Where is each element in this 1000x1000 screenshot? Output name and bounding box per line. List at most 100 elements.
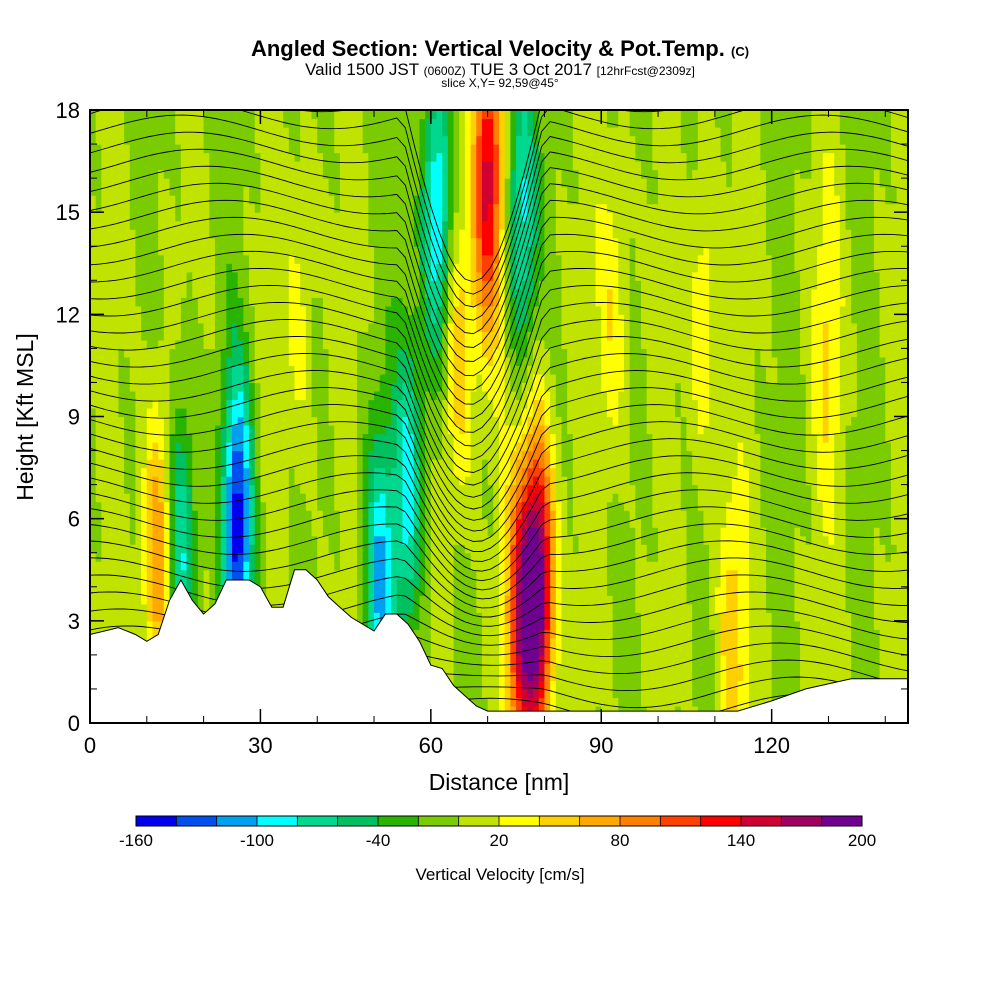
velocity-cell bbox=[271, 339, 279, 349]
velocity-cell bbox=[419, 127, 426, 137]
velocity-cell bbox=[368, 246, 375, 256]
velocity-cell bbox=[476, 407, 483, 418]
velocity-cell bbox=[90, 195, 97, 205]
velocity-cell bbox=[391, 331, 398, 341]
velocity-cell bbox=[356, 518, 364, 528]
velocity-cell bbox=[141, 518, 148, 528]
velocity-cell bbox=[277, 280, 284, 290]
velocity-cell bbox=[368, 212, 375, 222]
velocity-cell bbox=[317, 544, 324, 554]
velocity-cell bbox=[470, 510, 477, 520]
velocity-cell bbox=[226, 118, 233, 128]
velocity-cell bbox=[294, 254, 301, 264]
velocity-cell bbox=[317, 433, 324, 443]
velocity-cell bbox=[385, 552, 392, 562]
velocity-cell bbox=[237, 527, 244, 537]
velocity-cell bbox=[277, 442, 284, 452]
velocity-cell bbox=[152, 518, 159, 528]
velocity-cell bbox=[391, 476, 398, 486]
velocity-cell bbox=[470, 484, 477, 494]
velocity-cell bbox=[118, 620, 125, 630]
velocity-cell bbox=[317, 127, 324, 137]
velocity-cell bbox=[260, 467, 267, 477]
velocity-cell bbox=[237, 288, 244, 298]
velocity-cell bbox=[260, 297, 267, 307]
velocity-cell bbox=[158, 288, 165, 298]
velocity-cell bbox=[447, 135, 455, 145]
velocity-cell bbox=[391, 161, 398, 171]
velocity-cell bbox=[419, 399, 426, 409]
velocity-cell bbox=[101, 314, 108, 324]
velocity-cell bbox=[288, 152, 296, 162]
velocity-cell bbox=[237, 229, 244, 239]
velocity-cell bbox=[464, 195, 472, 205]
velocity-cell bbox=[311, 569, 318, 579]
velocity-cell bbox=[107, 118, 114, 128]
velocity-cell bbox=[220, 578, 227, 588]
velocity-cell bbox=[163, 331, 171, 341]
velocity-cell bbox=[277, 578, 284, 588]
velocity-cell bbox=[260, 561, 267, 571]
velocity-cell bbox=[464, 271, 472, 281]
velocity-cell bbox=[470, 390, 477, 401]
velocity-cell bbox=[379, 552, 386, 562]
velocity-cell bbox=[391, 280, 398, 290]
velocity-cell bbox=[447, 484, 455, 494]
velocity-cell bbox=[339, 220, 347, 230]
velocity-cell bbox=[203, 186, 210, 196]
velocity-cell bbox=[328, 186, 335, 196]
velocity-cell bbox=[254, 271, 262, 281]
velocity-cell bbox=[192, 365, 199, 375]
velocity-cell bbox=[226, 220, 233, 230]
velocity-cell bbox=[470, 433, 477, 443]
velocity-cell bbox=[300, 314, 307, 324]
velocity-cell bbox=[334, 382, 341, 392]
velocity-cell bbox=[464, 365, 472, 375]
velocity-cell bbox=[226, 416, 233, 426]
velocity-cell bbox=[402, 535, 409, 545]
velocity-cell bbox=[203, 322, 210, 332]
velocity-cell bbox=[135, 178, 142, 188]
velocity-cell bbox=[300, 297, 307, 307]
velocity-cell bbox=[362, 569, 369, 579]
velocity-cell bbox=[158, 586, 165, 596]
velocity-cell bbox=[305, 237, 313, 247]
velocity-cell bbox=[322, 339, 330, 349]
velocity-cell bbox=[459, 254, 466, 264]
velocity-cell bbox=[283, 552, 290, 562]
velocity-cell bbox=[453, 271, 460, 281]
velocity-cell bbox=[203, 356, 210, 367]
velocity-cell bbox=[243, 195, 250, 205]
velocity-cell bbox=[476, 135, 483, 145]
velocity-cell bbox=[175, 118, 182, 128]
velocity-cell bbox=[362, 476, 369, 486]
velocity-cell bbox=[112, 263, 119, 273]
velocity-cell bbox=[124, 399, 131, 409]
velocity-cell bbox=[464, 220, 472, 230]
velocity-cell bbox=[396, 390, 404, 401]
velocity-cell bbox=[311, 527, 318, 537]
velocity-cell bbox=[402, 561, 409, 571]
velocity-cell bbox=[408, 322, 415, 332]
velocity-cell bbox=[243, 390, 250, 401]
velocity-cell bbox=[163, 442, 171, 452]
velocity-cell bbox=[101, 425, 108, 435]
velocity-cell bbox=[368, 220, 375, 230]
velocity-cell bbox=[447, 237, 455, 247]
velocity-cell bbox=[197, 425, 205, 435]
velocity-cell bbox=[180, 527, 188, 537]
velocity-cell bbox=[464, 373, 472, 384]
velocity-cell bbox=[197, 569, 205, 579]
velocity-cell bbox=[328, 433, 335, 443]
velocity-cell bbox=[459, 552, 466, 562]
velocity-cell bbox=[283, 527, 290, 537]
velocity-cell bbox=[305, 110, 313, 120]
velocity-cell bbox=[186, 127, 193, 137]
velocity-cell bbox=[260, 152, 267, 162]
velocity-cell bbox=[163, 586, 171, 596]
velocity-cell bbox=[237, 110, 244, 120]
velocity-cell bbox=[146, 552, 154, 562]
velocity-cell bbox=[300, 169, 307, 179]
velocity-cell bbox=[192, 229, 199, 239]
velocity-cell bbox=[266, 110, 273, 120]
